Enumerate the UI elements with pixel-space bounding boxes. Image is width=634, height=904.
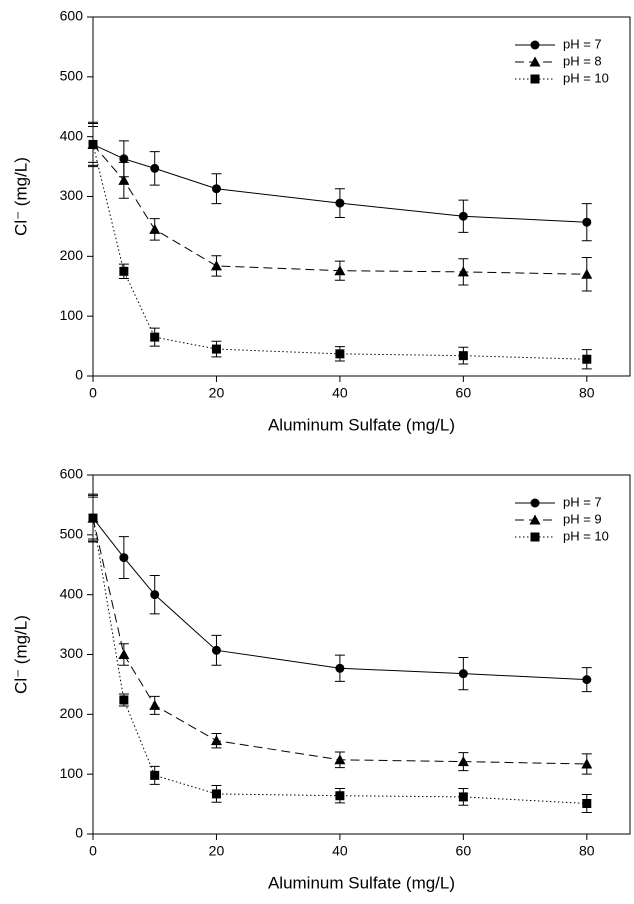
x-tick-label: 60 [456, 385, 472, 401]
marker [150, 332, 160, 342]
marker [582, 354, 592, 364]
marker [119, 266, 129, 276]
marker [118, 174, 130, 185]
marker [582, 675, 592, 685]
y-tick-label: 0 [75, 825, 83, 841]
y-tick-label: 100 [60, 307, 84, 323]
marker [149, 699, 161, 710]
marker [458, 211, 468, 221]
marker [149, 223, 161, 234]
legend-marker [529, 56, 541, 67]
marker [334, 754, 346, 765]
y-tick-label: 100 [60, 765, 84, 781]
legend-marker [530, 498, 540, 508]
plot-frame [92, 474, 631, 835]
marker [335, 349, 345, 359]
marker [334, 265, 346, 276]
legend-marker [530, 74, 540, 84]
x-tick-label: 0 [89, 385, 97, 401]
x-tick-label: 0 [89, 843, 97, 859]
legend-marker [530, 532, 540, 542]
marker [150, 770, 160, 780]
x-tick-label: 20 [209, 385, 225, 401]
legend-label: pH = 10 [563, 70, 609, 85]
marker [119, 553, 129, 563]
x-axis-title: Aluminum Sulfate (mg/L) [268, 415, 455, 434]
y-tick-label: 500 [60, 68, 84, 84]
y-axis-title: Cl⁻ (mg/L) [11, 157, 30, 236]
y-tick-label: 600 [60, 466, 84, 482]
marker [88, 513, 98, 523]
marker [150, 590, 160, 600]
marker [458, 792, 468, 802]
legend-label: pH = 7 [563, 494, 602, 509]
chart: 0 100 200 300 400 500 600 0 20 40 60 80 Aluminum Sul… [11, 466, 631, 892]
plot-frame [92, 16, 631, 377]
marker [458, 351, 468, 361]
marker [118, 649, 130, 659]
x-tick-label: 40 [332, 385, 348, 401]
legend-label: pH = 7 [563, 36, 602, 51]
marker [335, 663, 345, 673]
marker [210, 260, 222, 271]
marker [457, 756, 469, 767]
marker [211, 789, 221, 799]
y-tick-label: 400 [60, 127, 84, 143]
marker [119, 154, 129, 164]
marker [458, 669, 468, 679]
legend-label: pH = 9 [563, 511, 602, 526]
chart: 0 100 200 300 400 500 600 0 20 40 60 80 Aluminum Sul… [11, 8, 631, 434]
y-tick-label: 300 [60, 645, 84, 661]
marker [582, 217, 592, 227]
marker [88, 139, 98, 149]
marker [150, 163, 160, 173]
x-tick-label: 80 [579, 385, 595, 401]
marker [581, 758, 593, 769]
marker [582, 798, 592, 808]
y-axis-title: Cl⁻ (mg/L) [11, 615, 30, 694]
y-tick-label: 300 [60, 187, 84, 203]
marker [457, 266, 469, 277]
marker [335, 198, 345, 208]
y-tick-label: 500 [60, 526, 84, 542]
legend-label: pH = 8 [563, 53, 602, 68]
y-tick-label: 200 [60, 247, 84, 263]
y-tick-label: 400 [60, 585, 84, 601]
marker [211, 645, 221, 655]
legend-marker [529, 514, 541, 525]
marker [335, 791, 345, 801]
series-line [92, 517, 587, 765]
x-axis-title: Aluminum Sulfate (mg/L) [268, 873, 455, 892]
legend-label: pH = 10 [563, 528, 609, 543]
x-tick-label: 80 [579, 843, 595, 859]
x-tick-label: 40 [332, 843, 348, 859]
marker [119, 695, 129, 705]
marker [210, 735, 222, 746]
legend-marker [530, 40, 540, 50]
marker [581, 268, 593, 279]
marker [211, 344, 221, 354]
series-line [92, 144, 587, 360]
marker [211, 184, 221, 194]
x-tick-label: 20 [209, 843, 225, 859]
y-tick-label: 200 [60, 705, 84, 721]
y-tick-label: 0 [75, 367, 83, 383]
x-tick-label: 60 [456, 843, 472, 859]
y-tick-label: 600 [60, 8, 84, 24]
